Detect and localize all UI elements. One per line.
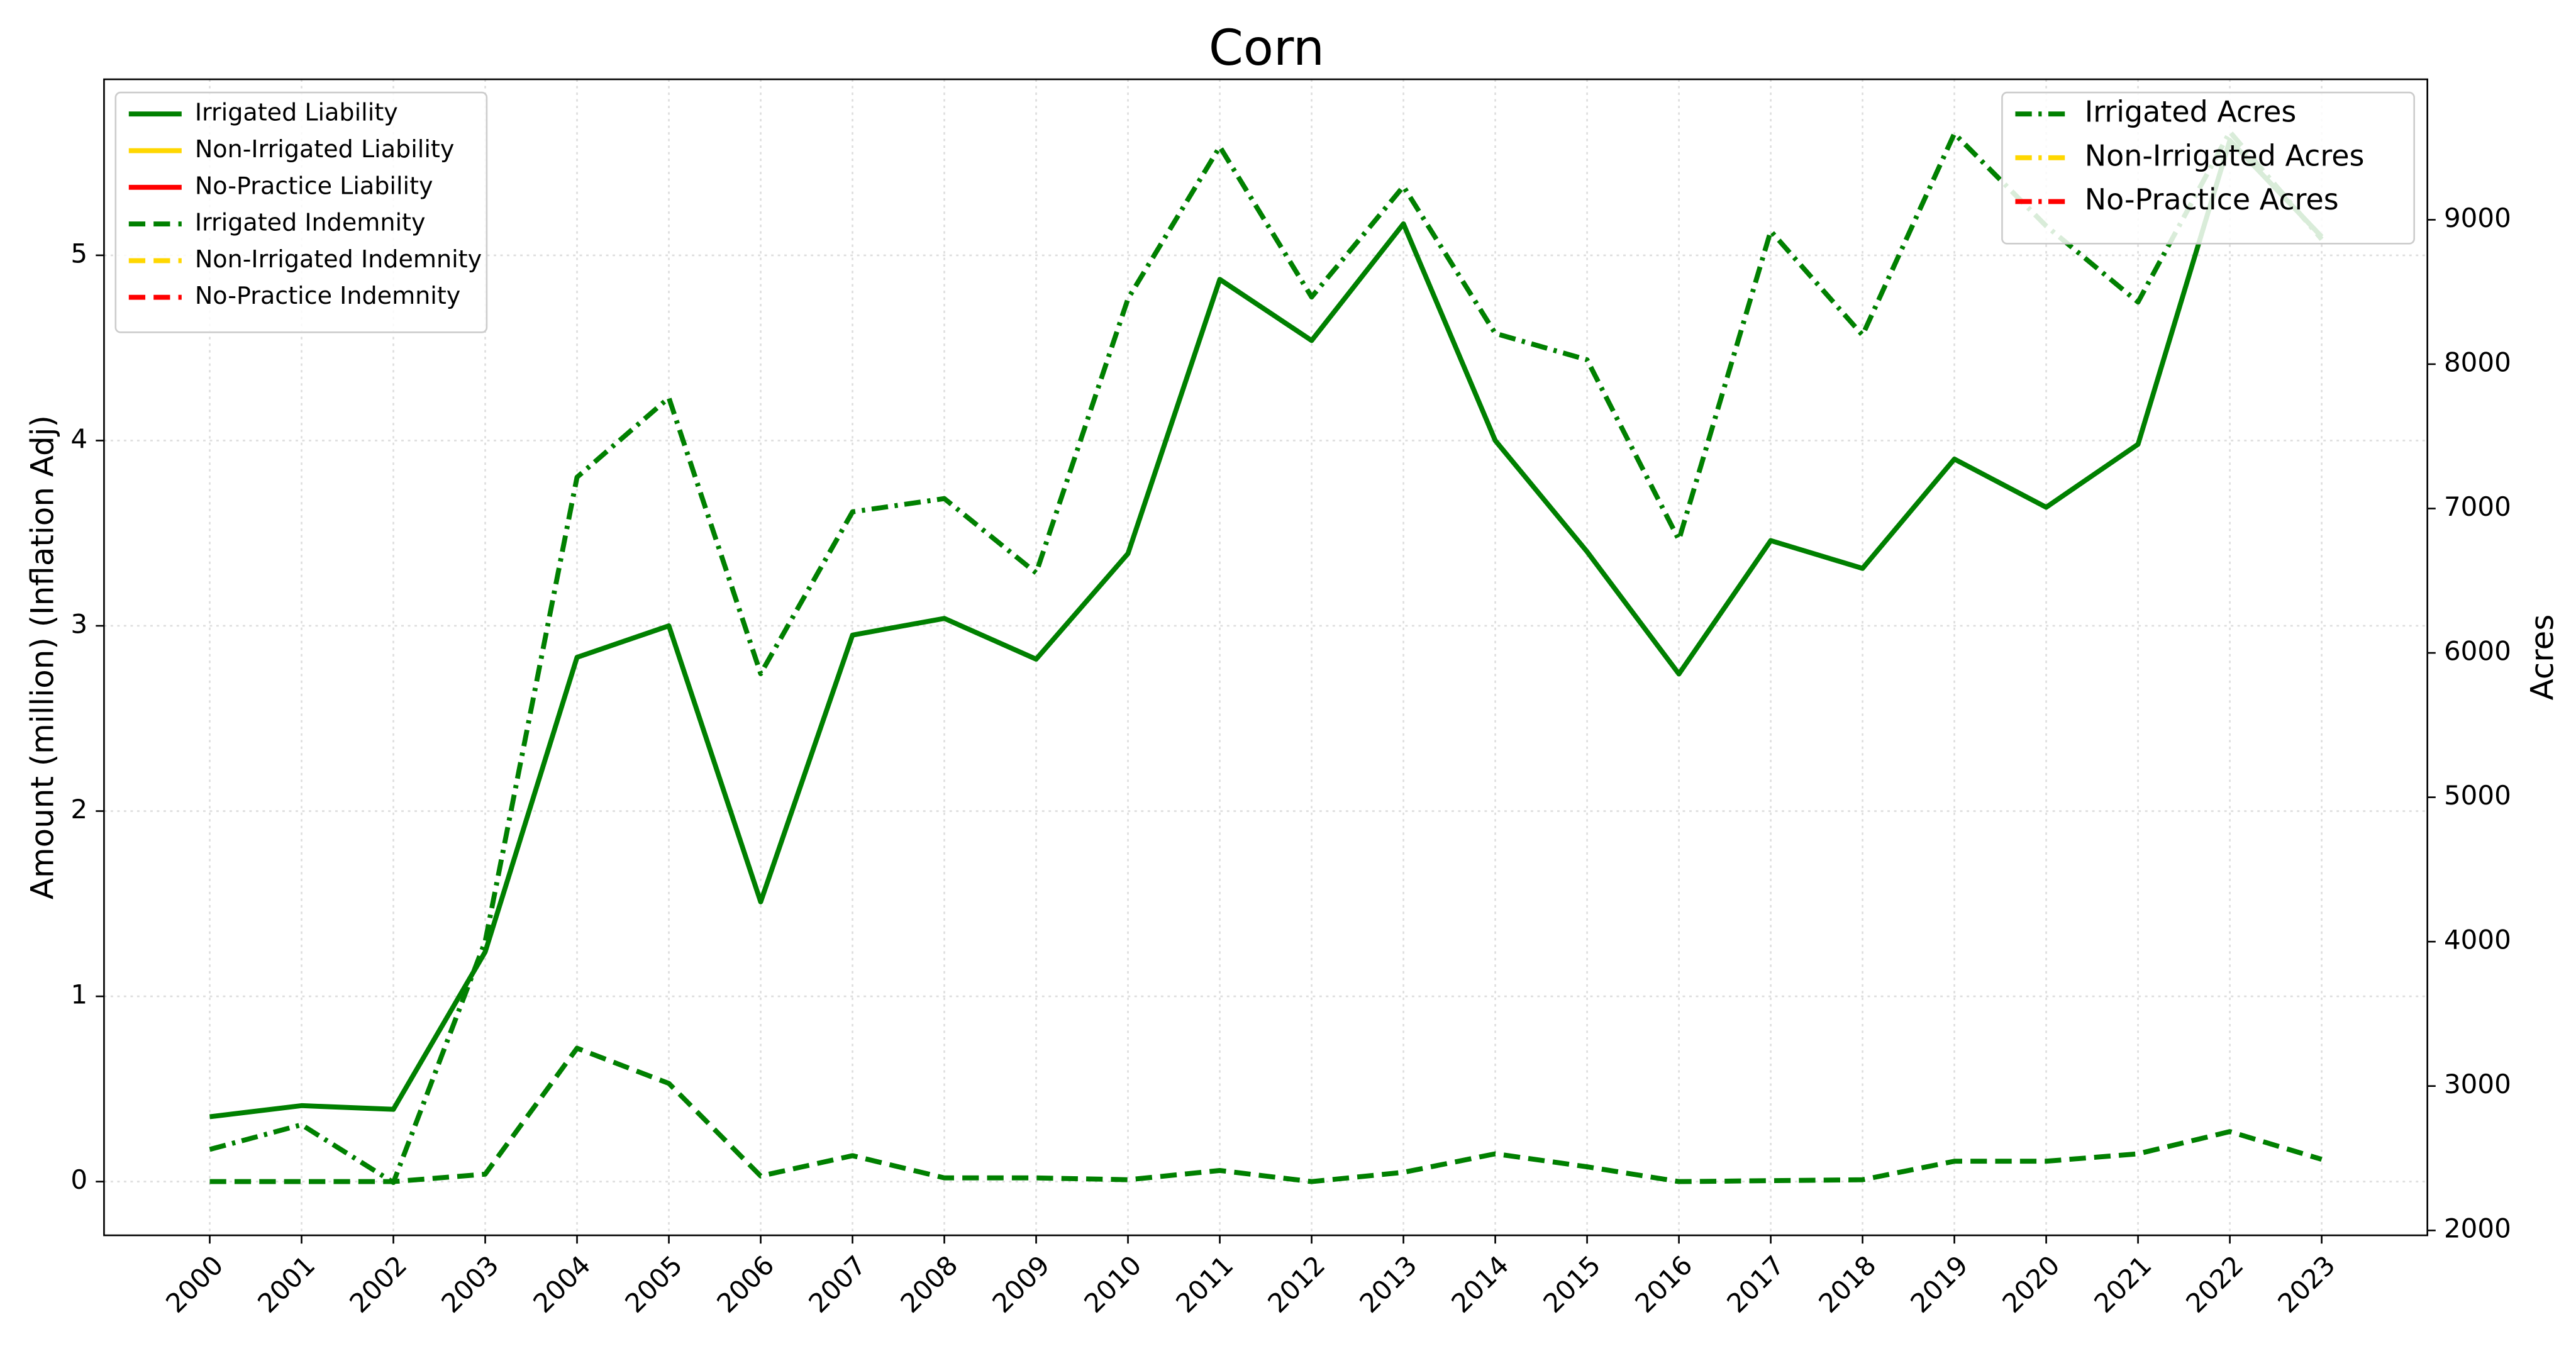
legend-label: No-Practice Indemnity bbox=[195, 282, 460, 309]
y-axis-label: Amount (million) (Inflation Adj) bbox=[24, 415, 60, 899]
y2-tick-label: 4000 bbox=[2444, 925, 2511, 955]
y2-tick-label: 6000 bbox=[2444, 636, 2511, 667]
y-tick-label: 0 bbox=[70, 1164, 87, 1195]
y2-axis-label: Acres bbox=[2524, 615, 2561, 701]
y-tick-label: 4 bbox=[70, 423, 87, 454]
legend-box bbox=[114, 91, 488, 333]
y-tick-label: 1 bbox=[70, 979, 87, 1010]
legend-label: Non-Irrigated Acres bbox=[2085, 138, 2365, 172]
y2-tick-label: 3000 bbox=[2444, 1069, 2511, 1099]
y-tick-label: 2 bbox=[70, 794, 87, 825]
y2-tick-label: 8000 bbox=[2444, 347, 2511, 377]
y2-tick-label: 7000 bbox=[2444, 491, 2511, 522]
legend-label: Irrigated Acres bbox=[2085, 95, 2297, 129]
legend-label: No-Practice Liability bbox=[195, 172, 433, 199]
legend-label: Irrigated Liability bbox=[195, 99, 398, 126]
legend-box bbox=[2001, 91, 2415, 245]
y2-tick-label: 5000 bbox=[2444, 780, 2511, 811]
series-line bbox=[209, 138, 2324, 1120]
y-tick-label: 5 bbox=[70, 238, 87, 269]
chart-title: Corn bbox=[1209, 19, 1324, 77]
y2-tick-label: 9000 bbox=[2444, 203, 2511, 233]
y2-tick-label: 2000 bbox=[2444, 1213, 2511, 1244]
series-line bbox=[209, 1045, 2323, 1184]
y-tick-label: 3 bbox=[70, 608, 87, 639]
legend-label: Non-Irrigated Liability bbox=[195, 135, 455, 163]
series-line bbox=[209, 129, 2324, 1185]
plot-frame bbox=[103, 78, 2429, 1237]
legend-label: Irrigated Indemnity bbox=[195, 209, 426, 236]
legend-label: Non-Irrigated Indemnity bbox=[195, 245, 482, 273]
legend-label: No-Practice Acres bbox=[2085, 182, 2339, 216]
